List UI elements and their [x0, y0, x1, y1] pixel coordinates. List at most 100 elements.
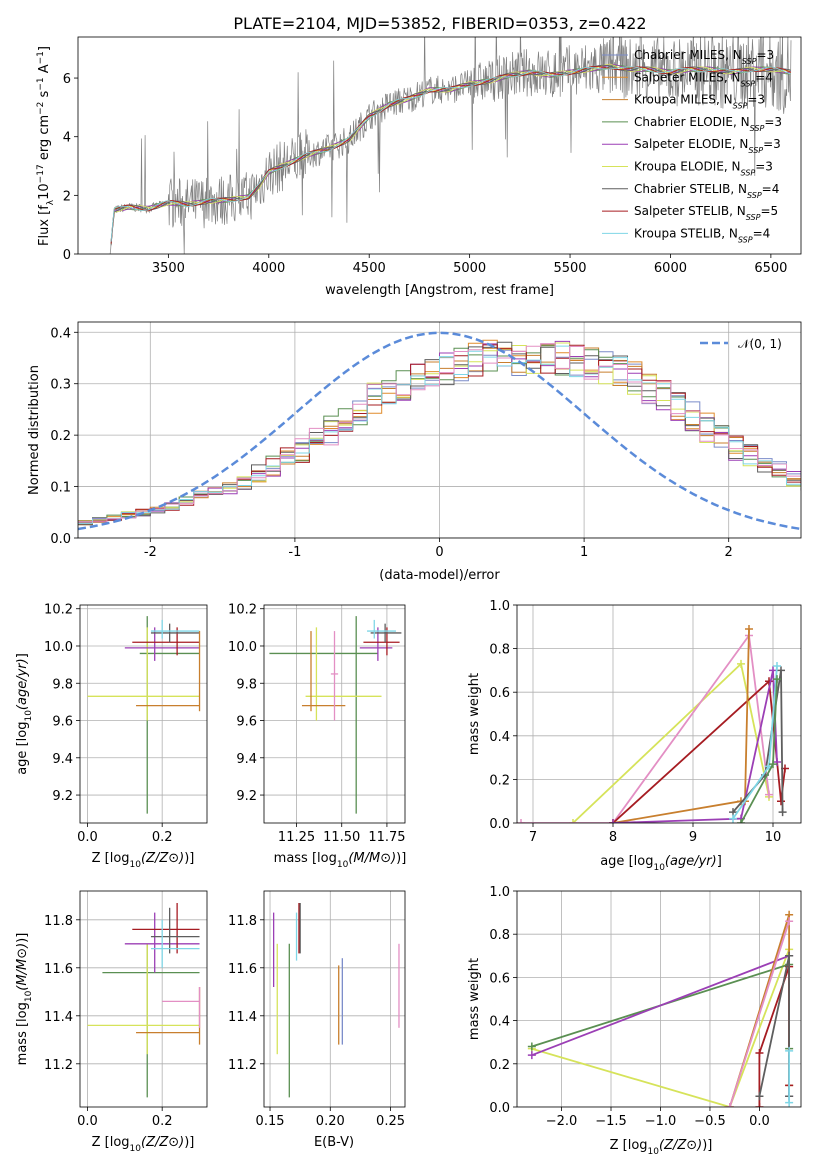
plus-marker — [725, 1103, 734, 1107]
label-part: age [log — [600, 854, 653, 869]
y-tick-label: 0.0 — [489, 1101, 510, 1116]
label-end: )] — [184, 1135, 194, 1150]
legend-entry: Salpeter ELODIE, NSSP=3 — [634, 137, 781, 155]
x-axis-label: E(B-V) — [314, 1135, 354, 1150]
x-tick-label: 6500 — [754, 261, 787, 276]
y-tick-label: 10.2 — [228, 603, 257, 618]
y-tick-label: 9.8 — [236, 677, 257, 692]
legend-text: Salpeter MILES, N — [634, 70, 741, 84]
plot-area-mass-weight-vs-Z — [517, 891, 801, 1107]
model-spectrum — [110, 66, 791, 242]
x-tick-label: 11.50 — [323, 830, 360, 845]
y-tick-label: 0.2 — [50, 429, 71, 444]
y-tick-label: 9.8 — [52, 677, 73, 692]
label-italic: (age/yr) — [15, 658, 30, 710]
x-tick-label: 5500 — [553, 261, 586, 276]
label-sub: 10 — [130, 1144, 142, 1154]
label-part: mass [log — [274, 851, 337, 866]
y-tick-label: 0.6 — [489, 686, 510, 701]
label-italic: (age/yr) — [665, 854, 717, 869]
y-tick-label: 11.8 — [228, 914, 257, 929]
y-tick-label: 11.4 — [44, 1010, 73, 1025]
figure-title: PLATE=2104, MJD=53852, FIBERID=0353, z=0… — [233, 14, 646, 33]
plus-marker — [785, 917, 794, 926]
x-tick-label: 0.2 — [152, 830, 173, 845]
panel-mass-weight-vs-Z: −2.0 −1.5 −1.0 −0.5 0.0 0.0 0.2 0.4 0.6 0.8 1.0 mas… — [467, 885, 802, 1157]
y-tick-label: 0.8 — [489, 928, 510, 943]
plus-marker — [765, 790, 773, 799]
histogram-steps — [78, 345, 801, 522]
y-tick-label: 10.0 — [44, 640, 73, 655]
y-tick-label: 11.6 — [44, 962, 73, 977]
plus-marker — [755, 1103, 764, 1107]
panel-mass-weight-vs-age: 7 8 9 10 0.0 0.2 0.4 0.6 0.8 1.0 mass weight age [l… — [467, 599, 802, 873]
y-tick-label: 9.2 — [52, 789, 73, 804]
y-axis-label: Normed distribution — [27, 365, 42, 495]
legend-entry: Kroupa ELODIE, NSSP=3 — [634, 160, 773, 178]
plus-marker — [777, 797, 785, 806]
y-tick-label: 0.4 — [489, 730, 510, 745]
y-tick-label: 11.2 — [228, 1058, 257, 1073]
x-axis-label: Z [log10(Z/Z⊙))] — [610, 1138, 713, 1157]
data-spectrum — [109, 37, 792, 254]
y-tick-label: 0.6 — [489, 971, 510, 986]
x-tick-label: 8 — [609, 830, 617, 845]
axes-frame — [77, 36, 802, 255]
mass-weight-line — [521, 633, 770, 823]
legend-sub: SSP — [747, 190, 762, 199]
legend-sub: SSP — [750, 123, 765, 132]
panel-mass-vs-EBV: 0.15 0.20 0.25 11.2 11.4 11.6 11.8 E(B-V) — [228, 890, 406, 1150]
y-tick-label: 2 — [63, 189, 71, 204]
legend-entry: Chabrier MILES, NSSP=3 — [634, 48, 774, 66]
y-tick-label: 0.1 — [50, 481, 71, 496]
legend-entry: Kroupa MILES, NSSP=3 — [634, 93, 765, 111]
histogram-steps — [78, 343, 801, 526]
legend-sub: SSP — [748, 146, 763, 155]
normal-curve — [78, 331, 801, 531]
label-sub: 10 — [337, 860, 349, 870]
y-tick-label: 0.2 — [489, 773, 510, 788]
plus-marker — [755, 1092, 764, 1101]
y-tick-label: 0.3 — [50, 378, 71, 393]
axes-frame — [516, 890, 802, 1108]
legend-end: =4 — [753, 226, 771, 240]
y-tick-label: 0.4 — [489, 1015, 510, 1030]
x-tick-label: 6000 — [654, 261, 687, 276]
x-axis-label: wavelength [Angstrom, rest frame] — [325, 283, 554, 298]
legend-entry: Salpeter MILES, NSSP=4 — [634, 70, 773, 88]
x-tick-label: 10 — [765, 830, 782, 845]
histogram-steps — [78, 345, 801, 524]
x-axis-label: Z [log10(Z/Z⊙))] — [92, 1135, 195, 1154]
label-sub: 10 — [24, 990, 34, 1002]
legend-text: Salpeter ELODIE, N — [634, 137, 748, 151]
label-end: ] — [717, 854, 722, 869]
figure-panels: 3500 4000 4500 5000 5500 6000 6500 0 2 4 6 Chabrier… — [15, 36, 802, 1157]
legend-sub: SSP — [741, 168, 756, 177]
plus-marker — [745, 624, 753, 633]
x-axis-label: mass [log10(M/M⊙))] — [274, 851, 407, 870]
x-tick-label: 9 — [689, 830, 697, 845]
plus-marker — [765, 677, 773, 686]
label-part: A — [37, 64, 52, 77]
x-tick-label: -2 — [144, 545, 157, 560]
legend-end: =3 — [764, 115, 782, 129]
plot-area-mass-vs-EBV — [264, 891, 405, 1107]
label-italic: (M/M⊙) — [348, 851, 396, 866]
y-tick-label: 10.2 — [44, 603, 73, 618]
y-tick-label: 0 — [63, 248, 71, 263]
panel-spectrum: 3500 4000 4500 5000 5500 6000 6500 0 2 4 6 Chabrier… — [36, 36, 802, 298]
x-tick-label: 0.15 — [256, 1114, 285, 1129]
histogram-steps — [78, 342, 801, 523]
legend-entry: Salpeter STELIB, NSSP=5 — [634, 204, 778, 222]
label-part: Z [log — [92, 851, 130, 866]
y-tick-label: 0.0 — [50, 532, 71, 547]
x-tick-label: 11.25 — [278, 830, 315, 845]
label-part: −2 — [36, 102, 46, 115]
axes-frame — [263, 604, 406, 824]
label-part: Z [log — [610, 1138, 648, 1153]
label-sub: 10 — [648, 1147, 660, 1157]
plus-marker — [769, 760, 777, 769]
plus-marker — [527, 1042, 536, 1051]
legend-end: =3 — [747, 93, 765, 107]
